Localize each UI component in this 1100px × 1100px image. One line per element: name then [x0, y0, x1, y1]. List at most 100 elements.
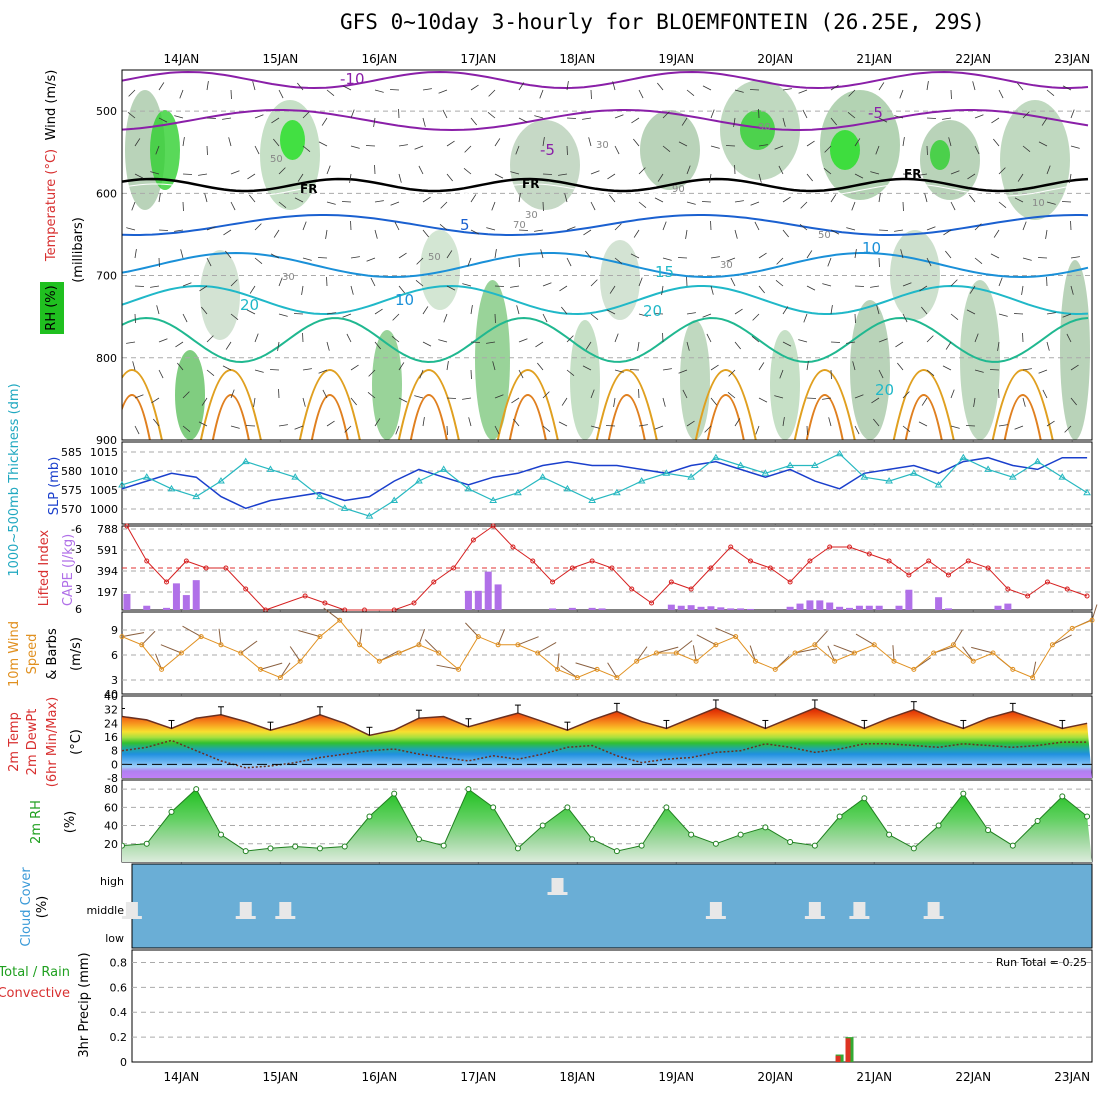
wind-barb [638, 424, 648, 427]
wind-barb [1046, 341, 1050, 351]
wind-barb-10m [240, 640, 258, 654]
wind-barb-10m [827, 645, 836, 662]
wind-barb [301, 285, 304, 295]
wind-barb-10m [424, 639, 440, 654]
cloud-block-base [705, 916, 726, 919]
wind-barb [366, 257, 376, 262]
cape-bar [588, 607, 596, 610]
lifted-index-marker [728, 544, 734, 550]
wind-speed-marker [832, 658, 838, 664]
wind-barb [179, 89, 184, 99]
wind-barb [540, 249, 544, 259]
wind-barb [1070, 397, 1077, 406]
wind-barb [398, 397, 408, 403]
wind-barb [470, 229, 480, 235]
wind-barb [566, 335, 574, 343]
cape-bar [687, 605, 695, 610]
wind-barb [1070, 109, 1075, 119]
wind-barb [1021, 285, 1024, 295]
temp-contour-label: 15 [655, 263, 674, 281]
wind-barb [511, 397, 520, 404]
cloud-block [853, 902, 866, 918]
wind-barb [902, 137, 905, 147]
wind-barb [222, 365, 232, 371]
wind-barb [633, 229, 640, 238]
slp-line [121, 456, 1088, 510]
bottom-date-label: 14JAN [163, 1070, 199, 1084]
wind-barb [558, 173, 568, 176]
cloud-block-base [275, 916, 296, 919]
wind-barb [998, 424, 1008, 427]
wind-barb [1014, 425, 1024, 430]
warm-contour [694, 369, 757, 440]
lifted-index-marker [827, 544, 833, 550]
bottom-date-label: 19JAN [658, 1070, 694, 1084]
wind-barb [464, 145, 472, 153]
wind-barb [734, 200, 744, 203]
wind-speed-marker [475, 634, 481, 640]
wind-barb [662, 368, 672, 371]
temp-contour-20 [122, 316, 1089, 364]
top-date-label: 18JAN [559, 52, 595, 66]
rh-contour-label: 70 [513, 220, 526, 231]
rh-marker [415, 836, 422, 843]
wind-barb [950, 389, 955, 399]
ylabel-barbs: & Barbs [45, 628, 60, 680]
wind-barb [346, 333, 352, 343]
wind-barb [132, 361, 136, 371]
wind-barb [247, 173, 256, 180]
wind-barb [846, 227, 856, 231]
wind-barb [470, 305, 473, 315]
rh-marker [514, 845, 521, 852]
lifted-index-marker [470, 537, 476, 543]
wind-barb [131, 201, 136, 211]
wind-barb [638, 277, 643, 287]
lifted-index-marker [569, 565, 575, 571]
wind-barb [998, 167, 1006, 175]
thickness-marker [118, 480, 126, 488]
wind-barb-10m [575, 662, 598, 670]
rh-tick: 80 [104, 783, 118, 796]
rh-tick: 20 [104, 838, 118, 851]
top-date-label: 15JAN [262, 52, 298, 66]
rh-marker [712, 840, 719, 847]
wind-barb-10m [260, 662, 283, 670]
cloud-level-label: high [100, 875, 124, 888]
wind-barb [270, 253, 280, 259]
wind-barb-10m [855, 633, 875, 646]
wind-barb [494, 173, 504, 179]
temp-contour-label: -5 [540, 141, 555, 159]
wind-barb [539, 89, 544, 99]
wind-barb [919, 285, 928, 292]
wind-barb [558, 421, 568, 427]
wind-barb [446, 173, 453, 182]
cape-bar [697, 606, 705, 610]
wind-barb [854, 138, 861, 147]
warm-contour [607, 394, 646, 440]
thickness-marker [217, 477, 225, 484]
pressure-tick: 500 [96, 105, 117, 118]
wind-speed-marker [970, 658, 976, 664]
wind-barb [542, 313, 548, 323]
wind-barb [902, 425, 911, 432]
cape-bar [123, 594, 131, 610]
wind-barb [440, 201, 448, 209]
wind-barb [422, 196, 431, 203]
wind-barb [702, 313, 712, 318]
rh-marker [217, 831, 224, 838]
wind-barb-10m [182, 625, 202, 638]
ylabel-temperature: Temperature (°C) [44, 149, 59, 262]
wind-barb [559, 285, 568, 292]
rh-contour-label: 30 [282, 272, 295, 283]
wind-barb [921, 306, 928, 315]
lifted-index-marker [1084, 593, 1090, 599]
wind-barb [754, 221, 760, 231]
wind-barb-10m [1052, 634, 1072, 646]
wind-barb [822, 397, 832, 400]
wind-speed-marker [752, 658, 758, 664]
wind-barb [438, 339, 448, 343]
thickness-marker [1008, 473, 1017, 480]
lifted-index-marker [1044, 579, 1050, 585]
wind-barb [155, 145, 160, 155]
wind-speed-marker [297, 658, 303, 664]
